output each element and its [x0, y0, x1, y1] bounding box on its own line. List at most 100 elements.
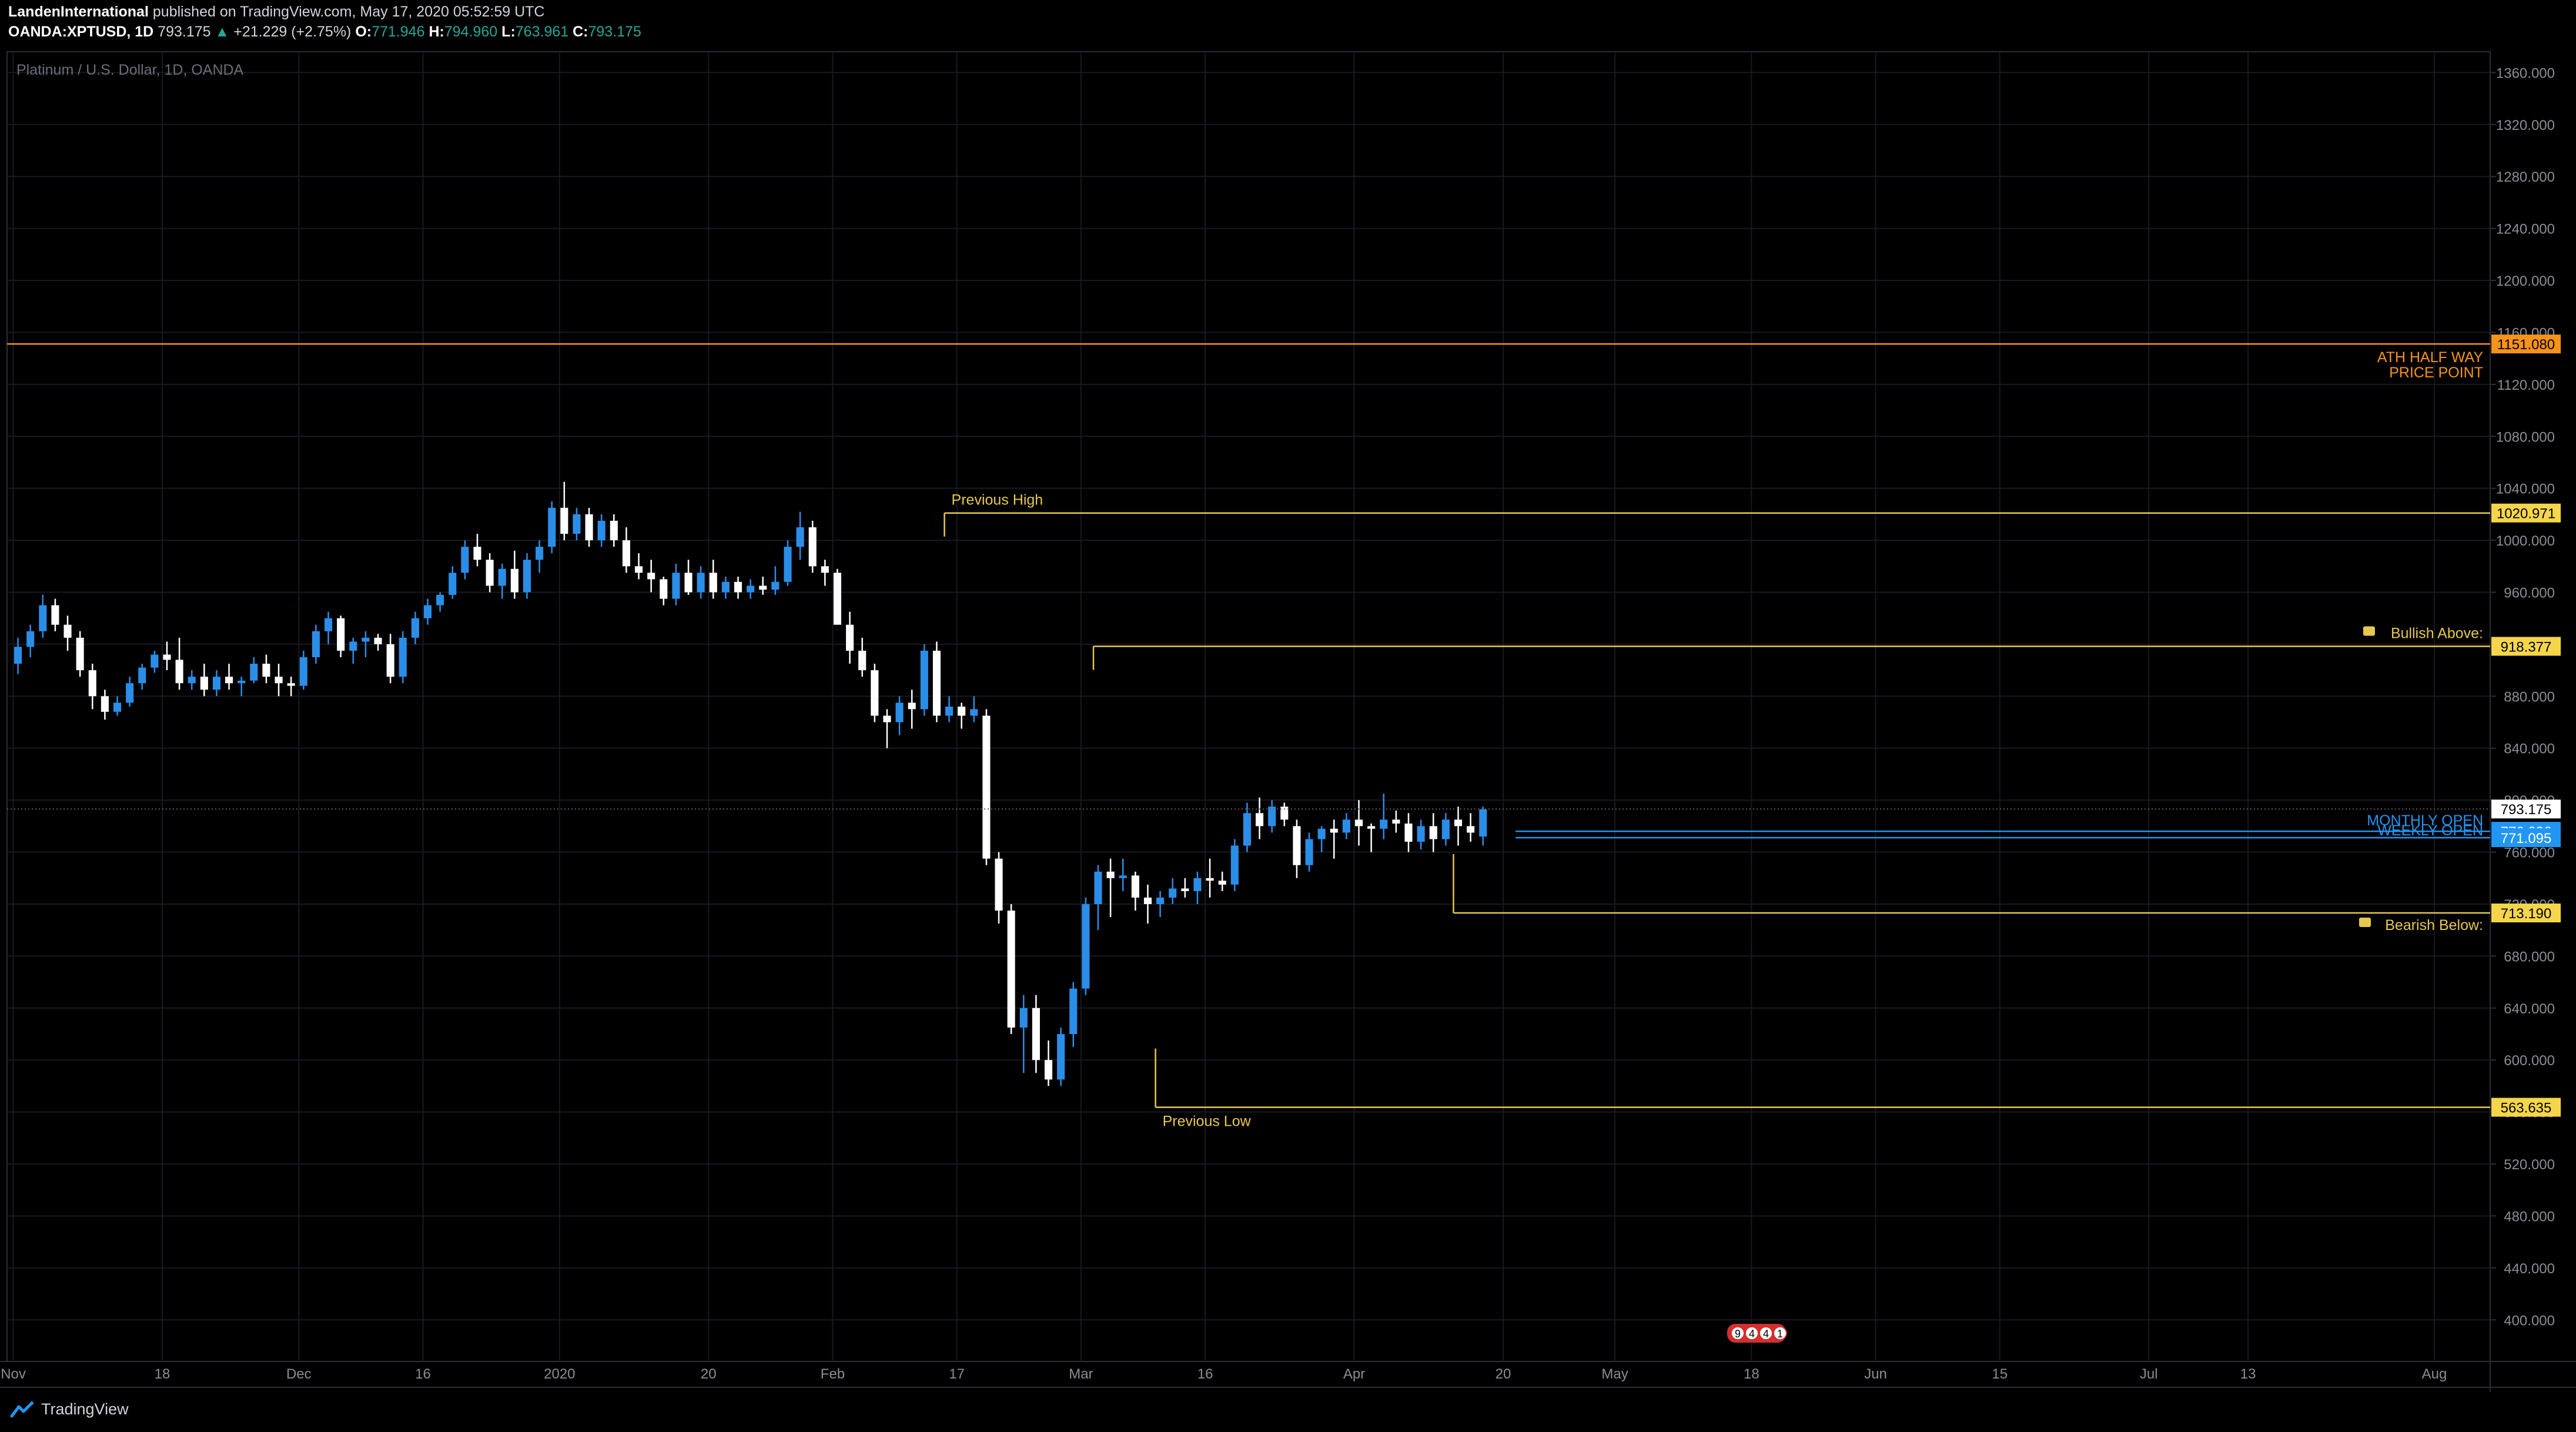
candle-down: [932, 650, 941, 716]
y-tick-label: 440.000: [2504, 1261, 2555, 1277]
level-label: Previous High: [952, 492, 1043, 508]
level-label: PRICE POINT: [2389, 364, 2483, 381]
candle-down: [1429, 826, 1437, 839]
candle-down: [1131, 875, 1139, 898]
x-tick-label: 16: [415, 1366, 431, 1382]
x-tick-label: 20: [1496, 1366, 1511, 1382]
symbol-name[interactable]: OANDA:XPTUSD, 1D: [8, 24, 154, 40]
candle-down: [635, 566, 643, 573]
candle-up: [14, 647, 22, 664]
candle-down: [610, 520, 618, 541]
candle-up: [1317, 828, 1326, 839]
level-label: Previous Low: [1163, 1113, 1252, 1130]
candle-up: [796, 527, 804, 547]
candle-up: [449, 573, 457, 595]
candle-up: [1479, 809, 1487, 837]
y-tick-label: 600.000: [2504, 1053, 2555, 1069]
candle-up: [349, 641, 357, 651]
candle-down: [759, 585, 767, 590]
low-label: L:: [501, 24, 516, 40]
y-tick-label: 840.000: [2504, 741, 2555, 757]
price-tag: 1151.080: [2497, 337, 2555, 353]
candle-down: [337, 618, 345, 651]
brand-name: TradingView: [41, 1400, 129, 1418]
bear-icon: [2359, 918, 2371, 928]
x-tick-label: Dec: [286, 1366, 312, 1382]
x-tick-label: Jun: [1864, 1366, 1887, 1382]
candle-up: [548, 507, 556, 547]
x-tick-label: Jul: [2140, 1366, 2158, 1382]
candle-down: [486, 560, 494, 586]
candle-down: [1467, 826, 1475, 833]
chart-title: Platinum / U.S. Dollar, 1D, OANDA: [16, 62, 244, 78]
y-tick-label: 400.000: [2504, 1313, 2555, 1329]
candle-down: [1280, 807, 1289, 820]
candle-up: [312, 631, 320, 658]
candle-down: [647, 573, 655, 580]
candle-up: [113, 702, 122, 712]
candle-down: [1007, 911, 1015, 1028]
y-tick-label: 1120.000: [2497, 377, 2555, 393]
candle-up: [324, 618, 333, 631]
candle-down: [1404, 823, 1413, 842]
candle-down: [1367, 826, 1376, 829]
candle-down: [275, 677, 283, 684]
candle-down: [262, 664, 270, 677]
change-arrow-icon: ▲: [215, 24, 230, 40]
low-value: 763.961: [515, 24, 569, 40]
candle-down: [1354, 819, 1363, 827]
candle-down: [871, 670, 879, 716]
y-tick-label: 480.000: [2504, 1209, 2555, 1224]
y-tick-label: 1240.000: [2496, 222, 2555, 237]
y-tick-label: 680.000: [2504, 949, 2555, 965]
price-tag-bg: [2491, 503, 2561, 523]
level-label: Bullish Above:: [2391, 625, 2483, 641]
level-label: WEEKLY OPEN: [2377, 822, 2483, 839]
candle-up: [895, 702, 904, 722]
close-label: C:: [573, 24, 588, 40]
tradingview-logo[interactable]: TradingView: [8, 1400, 129, 1418]
candle-up: [1094, 871, 1102, 904]
y-tick-label: 1080.000: [2496, 429, 2555, 445]
candle-up: [771, 581, 780, 590]
plot-frame: [6, 51, 2491, 1362]
open-value: 771.946: [372, 24, 425, 40]
level-label: Bearish Below:: [2385, 917, 2483, 934]
y-tick-label: 880.000: [2504, 689, 2555, 705]
candle-down: [1143, 897, 1152, 904]
candle-up: [970, 709, 978, 716]
change-text: +21.229 (+2.75%): [233, 24, 352, 40]
candle-up: [461, 547, 469, 573]
candle-down: [1206, 878, 1214, 881]
candle-down: [1218, 881, 1226, 885]
candle-up: [721, 581, 730, 593]
candle-up: [362, 637, 370, 642]
candle-up: [250, 664, 258, 681]
candle-down: [1032, 1008, 1040, 1060]
candle-down: [374, 637, 382, 644]
x-tick-label: Feb: [821, 1366, 845, 1382]
candle-up: [1169, 888, 1177, 898]
y-tick-label: 760.000: [2504, 845, 2555, 861]
candle-up: [212, 677, 221, 690]
candle-down: [287, 683, 295, 686]
x-tick-label: 13: [2240, 1366, 2256, 1382]
candle-up: [945, 707, 954, 716]
price-tag: 563.635: [2501, 1100, 2552, 1116]
x-tick-label: 15: [1992, 1366, 2008, 1382]
author-name[interactable]: LandenInternational: [8, 4, 149, 20]
y-tick-label: 520.000: [2504, 1157, 2555, 1173]
candle-down: [883, 715, 891, 722]
x-tick-label: Aug: [2422, 1366, 2447, 1382]
y-tick-label: 1360.000: [2496, 65, 2555, 81]
bull-icon: [2363, 626, 2375, 636]
candle-down: [1181, 888, 1189, 891]
candle-up: [784, 547, 792, 582]
candle-up: [1057, 1034, 1065, 1080]
candle-down: [175, 660, 183, 684]
y-tick-label: 1200.000: [2496, 273, 2555, 289]
candle-up: [1380, 819, 1388, 829]
price-tag-bg: [2491, 1098, 2561, 1117]
candle-up: [573, 514, 581, 534]
